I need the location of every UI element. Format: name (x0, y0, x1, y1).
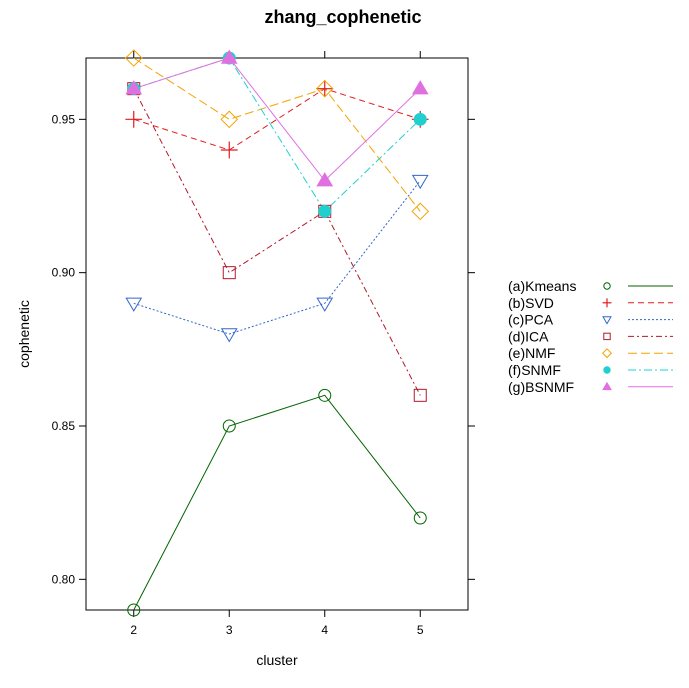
chart-title: zhang_cophenetic (264, 7, 421, 27)
data-point-akmeans (413, 511, 427, 525)
data-point-cpca (220, 328, 238, 343)
x-tick-label: 2 (130, 623, 137, 637)
data-point-fsnmf (413, 112, 427, 126)
x-tick-label: 5 (417, 623, 424, 637)
legend-label-enmf: (e)NMF (508, 345, 555, 361)
data-point-dica (222, 266, 236, 280)
data-point-akmeans (127, 603, 141, 617)
x-tick-label: 4 (321, 623, 328, 637)
series-line-dica (133, 88, 421, 396)
y-tick-label: 0.90 (52, 266, 76, 280)
legend-marker-dica (603, 332, 611, 341)
data-point-fsnmf (318, 204, 332, 218)
legend-label-gbsnmf: (g)BSNMF (508, 379, 574, 395)
legend-label-akmeans: (a)Kmeans (508, 278, 576, 294)
data-point-bsvd (125, 110, 143, 128)
legend-label-cpca: (c)PCA (508, 312, 554, 328)
plot-area: 2 3 4 5 0.80 0.85 0.90 0.95 (52, 49, 475, 637)
legend-marker-enmf (601, 348, 613, 359)
axis-ticks: 2 3 4 5 0.80 0.85 0.90 0.95 (52, 51, 475, 637)
series-line-gbsnmf (133, 57, 421, 182)
series-line-akmeans (133, 394, 421, 611)
legend-marker-fsnmf (603, 366, 611, 374)
data-point-enmf (315, 79, 334, 98)
plot-frame (85, 57, 469, 611)
data-point-bsvd (220, 141, 238, 159)
legend-marker-bsvd (602, 298, 612, 308)
x-tick-label: 3 (226, 623, 233, 637)
data-point-bsvd (316, 80, 334, 98)
series-line-cpca (133, 180, 421, 335)
y-tick-label: 0.85 (52, 419, 76, 433)
data-point-akmeans (222, 419, 236, 433)
x-axis-label: cluster (256, 652, 298, 668)
data-point-gbsnmf (411, 80, 429, 95)
data-point-akmeans (318, 388, 332, 402)
data-point-enmf (124, 49, 143, 67)
data-point-cpca (125, 297, 143, 312)
data-point-cpca (411, 174, 429, 190)
data-point-dica (413, 388, 427, 402)
series-markers (124, 49, 430, 617)
legend-label-bsvd: (b)SVD (508, 295, 554, 311)
legend-marker-akmeans (603, 282, 611, 290)
legend-marker-cpca (602, 316, 612, 325)
series-line-enmf (133, 57, 421, 212)
legend-label-fsnmf: (f)SNMF (508, 362, 561, 378)
y-axis-label: cophenetic (16, 300, 32, 368)
data-point-gbsnmf (316, 172, 334, 187)
series-line-fsnmf (133, 57, 421, 213)
data-point-gbsnmf (220, 49, 238, 64)
series-lines (133, 57, 421, 611)
data-point-gbsnmf (125, 80, 143, 95)
legend: (a)Kmeans(b)SVD(c)PCA(d)ICA(e)NMF(f)SNMF… (508, 278, 673, 395)
series-line-bsvd (133, 88, 421, 151)
data-point-cpca (316, 297, 334, 312)
data-point-enmf (220, 110, 239, 129)
y-tick-label: 0.95 (52, 112, 76, 126)
data-point-enmf (411, 202, 430, 221)
y-tick-label: 0.80 (52, 572, 76, 586)
legend-label-dica: (d)ICA (508, 328, 549, 344)
legend-marker-gbsnmf (602, 381, 612, 391)
